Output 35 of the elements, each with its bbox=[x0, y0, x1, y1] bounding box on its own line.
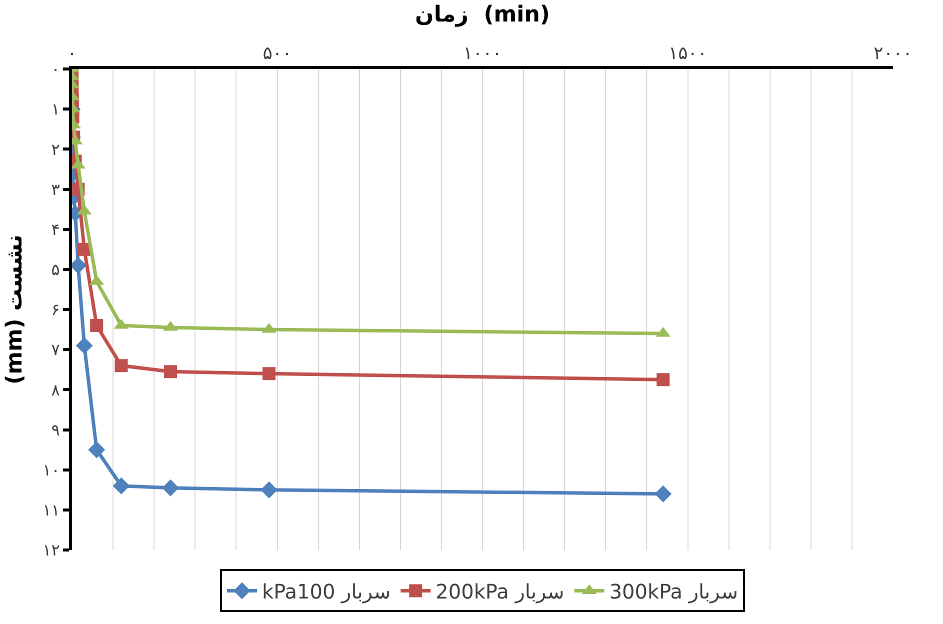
point bbox=[654, 485, 672, 502]
y-tick-label: ۵ bbox=[51, 260, 60, 280]
point bbox=[90, 319, 104, 332]
x-tick-label: ۵۰۰ bbox=[262, 42, 292, 64]
point bbox=[262, 367, 276, 380]
x-tick-label: ۰ bbox=[67, 42, 77, 64]
x-tick-label: ۲۰۰۰ bbox=[874, 42, 912, 64]
y-tick-label: ۶ bbox=[51, 300, 60, 320]
y-tick-label: ۷ bbox=[51, 340, 60, 360]
point bbox=[164, 365, 178, 378]
y-tick-label: ۱۱ bbox=[42, 500, 60, 520]
x-axis-title: زمان (min) bbox=[415, 2, 550, 28]
legend-label: 300kPa سربار bbox=[609, 580, 738, 604]
y-tick-label: ۱ bbox=[51, 100, 60, 119]
point bbox=[88, 441, 106, 458]
y-tick-label: ۱۲ bbox=[42, 540, 60, 560]
legend-label: kPa100 سربار bbox=[262, 580, 391, 604]
x-tick-label: ۱۰۰۰ bbox=[463, 42, 502, 64]
y-tick-label: ۱۰ bbox=[42, 460, 60, 480]
point bbox=[76, 337, 93, 354]
y-tick-label: ۰ bbox=[51, 60, 60, 79]
point bbox=[72, 158, 86, 168]
point bbox=[114, 359, 128, 372]
y-tick-label: ۲ bbox=[51, 140, 60, 159]
y-tick-label: ۸ bbox=[51, 380, 60, 400]
y-tick-label: ۴ bbox=[51, 220, 60, 239]
y-tick-label: ۹ bbox=[51, 420, 60, 440]
point bbox=[162, 479, 179, 496]
y-tick-label: ۳ bbox=[51, 180, 60, 199]
point bbox=[112, 477, 130, 494]
y-axis-title: (mm) نشست bbox=[2, 234, 28, 384]
point bbox=[260, 481, 278, 498]
x-tick-label: ۱۵۰۰ bbox=[668, 42, 708, 64]
legend-label: 200kPa سربار bbox=[436, 580, 564, 604]
point bbox=[656, 373, 670, 386]
